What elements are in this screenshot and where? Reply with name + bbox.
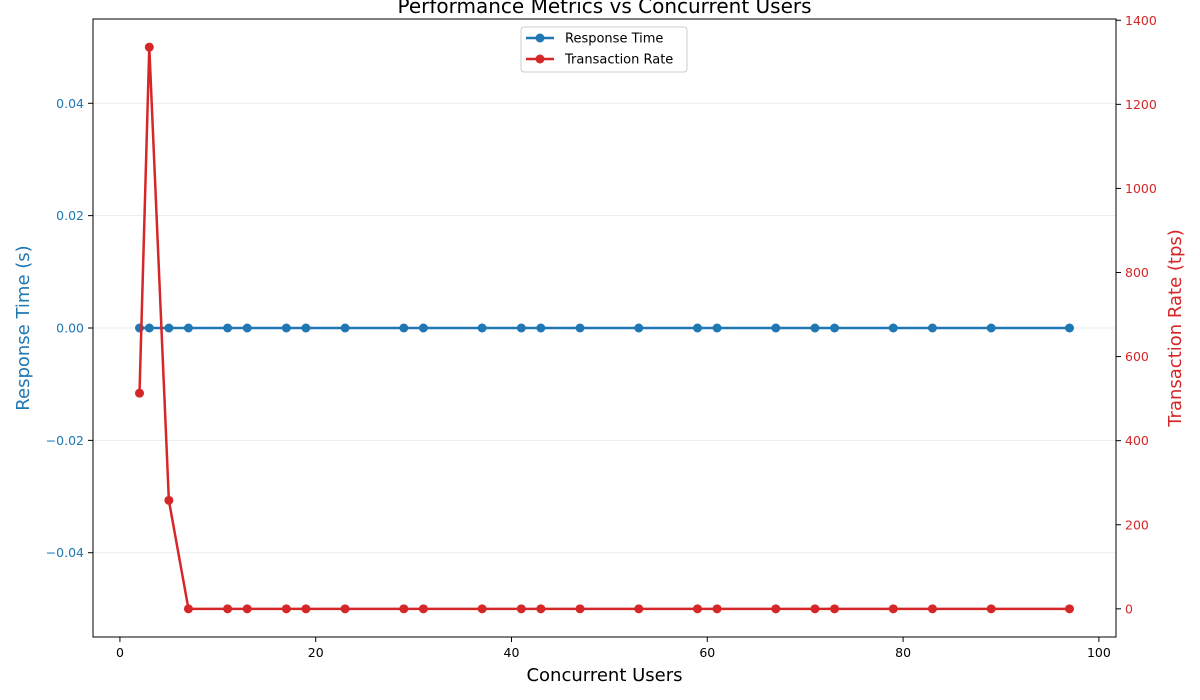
transaction-rate-point — [340, 604, 350, 614]
transaction-rate-point — [986, 604, 996, 614]
response-time-point — [634, 323, 644, 333]
response-time-point — [281, 323, 291, 333]
response-time-point — [223, 323, 233, 333]
response-time-point — [399, 323, 409, 333]
legend: Response Time Transaction Rate — [520, 26, 688, 73]
response-time-point — [242, 323, 252, 333]
series-layer — [135, 42, 1074, 614]
response-time-point — [693, 323, 702, 333]
x-tick-label: 80 — [895, 645, 911, 660]
transaction-rate-point — [281, 604, 291, 614]
transaction-rate-point — [712, 604, 722, 614]
x-tick-label: 20 — [308, 645, 324, 660]
y-right-tick-label: 800 — [1125, 265, 1149, 280]
transaction-rate-point — [634, 604, 644, 614]
response-time-point — [418, 323, 428, 333]
response-time-point — [340, 323, 350, 333]
y-right-tick-label: 600 — [1125, 349, 1149, 364]
response-time-point — [810, 323, 820, 333]
response-time-point — [888, 323, 898, 333]
response-time-point — [986, 323, 996, 333]
series-response-time — [135, 323, 1074, 333]
transaction-rate-point — [810, 604, 820, 614]
y-right-tick-label: 1400 — [1125, 13, 1157, 28]
response-time-point — [164, 323, 174, 333]
transaction-rate-point — [135, 388, 144, 398]
transaction-rate-point — [144, 42, 154, 52]
transaction-rate-point — [399, 604, 409, 614]
response-time-point — [771, 323, 781, 333]
y-left-tick-label: −0.02 — [46, 433, 84, 448]
legend-marker — [535, 54, 545, 64]
y-left-tick-label: 0.00 — [56, 321, 84, 336]
y-right-tick-label: 400 — [1125, 433, 1149, 448]
response-time-point — [927, 323, 937, 333]
legend-label: Response Time — [565, 32, 663, 47]
y-left-tick-label: −0.04 — [46, 545, 84, 560]
transaction-rate-point — [164, 495, 174, 505]
transaction-rate-point — [927, 604, 937, 614]
y-left-tick-label: 0.04 — [56, 96, 84, 111]
response-time-point — [144, 323, 154, 333]
x-axis-label: Concurrent Users — [526, 665, 682, 686]
response-time-point — [830, 323, 840, 333]
y-right-tick-label: 1000 — [1125, 181, 1157, 196]
response-time-point — [516, 323, 526, 333]
series-transaction-rate — [135, 42, 1074, 614]
transaction-rate-point — [575, 604, 585, 614]
transaction-rate-point — [536, 604, 546, 614]
y-left-tick-label: 0.02 — [56, 208, 84, 223]
response-time-point — [575, 323, 585, 333]
chart-title: Performance Metrics vs Concurrent Users — [397, 0, 811, 18]
transaction-rate-point — [242, 604, 252, 614]
transaction-rate-point — [771, 604, 781, 614]
axes: 0 20 40 60 80 100 −0.04 −0.02 0.00 0.02 0.04 0 200 40… — [46, 13, 1157, 660]
legend-item-response-time: Response Time — [526, 32, 663, 47]
x-tick-label: 0 — [116, 645, 124, 660]
transaction-rate-point — [830, 604, 840, 614]
transaction-rate-point — [516, 604, 526, 614]
x-tick-label: 40 — [504, 645, 520, 660]
response-time-point — [1065, 323, 1074, 333]
response-time-point — [712, 323, 722, 333]
transaction-rate-point — [477, 604, 487, 614]
transaction-rate-point — [301, 604, 311, 614]
transaction-rate-point — [888, 604, 898, 614]
legend-label: Transaction Rate — [564, 53, 673, 68]
response-time-point — [301, 323, 311, 333]
response-time-point — [536, 323, 546, 333]
x-tick-label: 100 — [1087, 645, 1111, 660]
y-right-tick-label: 1200 — [1125, 97, 1157, 112]
response-time-point — [477, 323, 487, 333]
transaction-rate-point — [183, 604, 193, 614]
legend-item-transaction-rate: Transaction Rate — [526, 53, 673, 68]
x-tick-label: 60 — [699, 645, 715, 660]
transaction-rate-point — [1065, 604, 1074, 614]
transaction-rate-point — [418, 604, 428, 614]
y-left-axis-label: Response Time (s) — [13, 245, 34, 410]
y-right-axis-label: Transaction Rate (tps) — [1165, 229, 1186, 428]
transaction-rate-point — [693, 604, 702, 614]
legend-box — [520, 26, 688, 73]
transaction-rate-point — [223, 604, 233, 614]
y-right-tick-label: 0 — [1125, 601, 1133, 616]
legend-marker — [535, 33, 545, 43]
response-time-point — [183, 323, 193, 333]
y-right-tick-label: 200 — [1125, 517, 1149, 532]
